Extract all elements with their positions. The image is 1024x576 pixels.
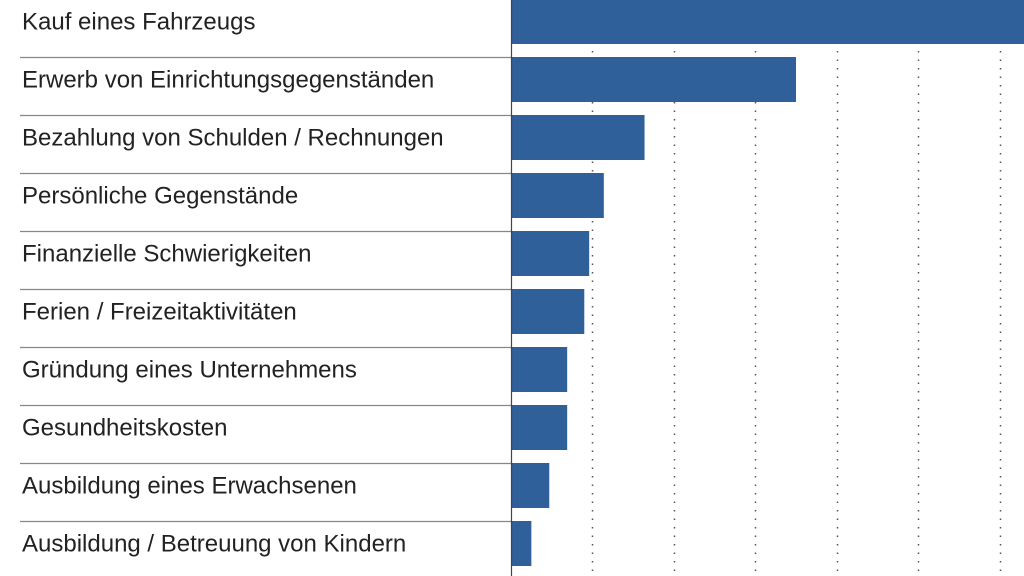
- bar: [511, 115, 645, 160]
- category-label: Finanzielle Schwierigkeiten: [22, 240, 311, 267]
- bar: [511, 289, 585, 334]
- category-label: Kauf eines Fahrzeugs: [22, 8, 255, 35]
- bar: [511, 405, 568, 450]
- category-label: Ausbildung / Betreuung von Kindern: [22, 530, 406, 557]
- bar: [511, 347, 568, 392]
- bar: [511, 231, 590, 276]
- category-label: Gesundheitskosten: [22, 414, 227, 441]
- category-label: Ausbildung eines Erwachsenen: [22, 472, 357, 499]
- category-label: Gründung eines Unternehmens: [22, 356, 357, 383]
- bar: [511, 463, 550, 508]
- bar: [511, 57, 796, 102]
- category-label: Persönliche Gegenstände: [22, 182, 298, 209]
- bar: [511, 0, 1024, 44]
- bar: [511, 521, 532, 566]
- category-label: Bezahlung von Schulden / Rechnungen: [22, 124, 444, 151]
- category-label: Ferien / Freizeitaktivitäten: [22, 298, 297, 325]
- category-label: Erwerb von Einrichtungsgegenständen: [22, 66, 434, 93]
- bar: [511, 173, 604, 218]
